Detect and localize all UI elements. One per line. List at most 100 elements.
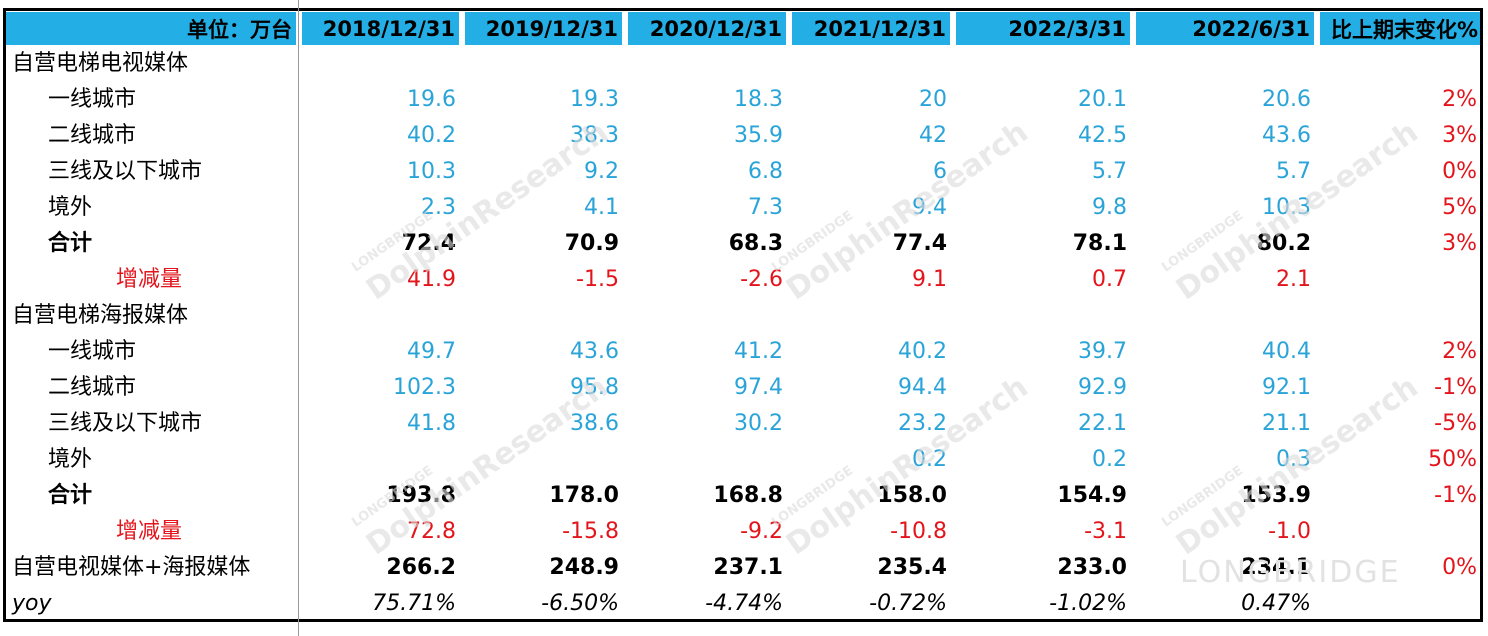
header-col-2018: 2018/12/31 (302, 12, 459, 45)
change-cell: -1% (1434, 483, 1477, 508)
value-cell: 42 (919, 123, 947, 148)
value-cell: 72.8 (407, 519, 456, 544)
change-cell (1327, 514, 1477, 550)
change-cell (1327, 262, 1477, 298)
change-cell: 2% (1442, 339, 1477, 364)
value-cell: -10.8 (890, 519, 947, 544)
value-cell: 39.7 (1078, 339, 1127, 364)
value-cell: 0.2 (912, 447, 947, 472)
row-label: 自营电视媒体+海报媒体 (12, 555, 251, 580)
value-cell: 35.9 (734, 123, 783, 148)
change-cell (1327, 298, 1477, 334)
value-cell: 178.0 (549, 483, 619, 508)
value-cell: -15.8 (562, 519, 619, 544)
value-cell: -0.72% (869, 591, 947, 616)
value-cell: 40.2 (898, 339, 947, 364)
value-cell: 102.3 (393, 375, 456, 400)
table-row: 二线城市 102.3 95.8 97.4 94.4 92.9 92.1 -1% (6, 370, 1480, 406)
value-cell: -4.74% (705, 591, 783, 616)
table-row: 一线城市 19.6 19.3 18.3 20 20.1 20.6 2% (6, 82, 1480, 118)
value-cell (306, 298, 456, 334)
change-cell: 0% (1442, 555, 1477, 580)
value-cell: 72.4 (401, 231, 456, 256)
row-label: 境外 (48, 447, 93, 472)
header-col-2022q2: 2022/6/31 (1136, 12, 1314, 45)
change-cell: 5% (1442, 195, 1477, 220)
value-cell: 95.8 (570, 375, 619, 400)
value-cell (306, 46, 456, 82)
table-row: 自营电梯电视媒体 (6, 46, 1480, 82)
change-cell (1327, 586, 1477, 622)
value-cell: 20.1 (1078, 87, 1127, 112)
value-cell: -2.6 (740, 267, 783, 292)
table-row: 合计 193.8 178.0 168.8 158.0 154.9 153.9 -1% (6, 478, 1480, 514)
value-cell: 7.3 (748, 195, 783, 220)
table-row: 合计 72.4 70.9 68.3 77.4 78.1 80.2 3% (6, 226, 1480, 262)
value-cell: 9.4 (912, 195, 947, 220)
value-cell: -3.1 (1084, 519, 1127, 544)
value-cell (469, 298, 619, 334)
value-cell: 193.8 (386, 483, 456, 508)
value-cell: 9.2 (584, 159, 619, 184)
value-cell: 233.0 (1057, 555, 1127, 580)
value-cell: 92.1 (1262, 375, 1311, 400)
value-cell: 234.1 (1241, 555, 1311, 580)
row-label: 合计 (48, 231, 93, 256)
value-cell: 94.4 (898, 375, 947, 400)
row-label: 二线城市 (48, 375, 137, 400)
value-cell: 10.3 (407, 159, 456, 184)
value-cell: 154.9 (1057, 483, 1127, 508)
row-label: 合计 (48, 483, 93, 508)
table-row: 一线城市 49.7 43.6 41.2 40.2 39.7 40.4 2% (6, 334, 1480, 370)
value-cell: 168.8 (713, 483, 783, 508)
value-cell (306, 442, 456, 478)
table-row: 三线及以下城市 10.3 9.2 6.8 6 5.7 5.7 0% (6, 154, 1480, 190)
value-cell: 9.8 (1092, 195, 1127, 220)
value-cell: 5.7 (1276, 159, 1311, 184)
value-cell: 68.3 (728, 231, 783, 256)
header-col-2021: 2021/12/31 (792, 12, 950, 45)
header-col-2019: 2019/12/31 (465, 12, 622, 45)
value-cell (469, 442, 619, 478)
value-cell (469, 46, 619, 82)
value-cell: 2.3 (421, 195, 456, 220)
table-border (3, 8, 1483, 622)
value-cell: -1.5 (576, 267, 619, 292)
value-cell: 6 (933, 159, 947, 184)
value-cell (633, 442, 783, 478)
row-label: 二线城市 (48, 123, 137, 148)
row-label: yoy (12, 591, 52, 616)
value-cell: 77.4 (892, 231, 947, 256)
value-cell (1141, 46, 1311, 82)
value-cell: 19.6 (407, 87, 456, 112)
change-cell: 2% (1442, 87, 1477, 112)
row-label: 一线城市 (48, 87, 137, 112)
value-cell: 0.2 (1092, 447, 1127, 472)
header-col-2022q1: 2022/3/31 (956, 12, 1130, 45)
table-row: 境外 0.2 0.2 0.3 50% (6, 442, 1480, 478)
value-cell: 158.0 (877, 483, 947, 508)
change-cell: 50% (1428, 447, 1477, 472)
value-cell: 20 (919, 87, 947, 112)
value-cell: 78.1 (1072, 231, 1127, 256)
value-cell: -1.02% (1049, 591, 1127, 616)
label-column-divider (298, 0, 299, 636)
value-cell: 153.9 (1241, 483, 1311, 508)
value-cell: 80.2 (1256, 231, 1311, 256)
header-col-change: 比上期末变化% (1320, 12, 1480, 45)
table-row: 自营电视媒体+海报媒体 266.2 248.9 237.1 235.4 233.0 234.… (6, 550, 1480, 586)
value-cell: -9.2 (740, 519, 783, 544)
value-cell: 0.3 (1276, 447, 1311, 472)
value-cell: 38.3 (570, 123, 619, 148)
value-cell: 235.4 (877, 555, 947, 580)
value-cell: 21.1 (1262, 411, 1311, 436)
value-cell: 23.2 (898, 411, 947, 436)
value-cell: 6.8 (748, 159, 783, 184)
value-cell (633, 298, 783, 334)
change-cell: 0% (1442, 159, 1477, 184)
value-cell: 22.1 (1078, 411, 1127, 436)
value-cell: 0.47% (1241, 591, 1311, 616)
value-cell: 10.3 (1262, 195, 1311, 220)
value-cell: 19.3 (570, 87, 619, 112)
